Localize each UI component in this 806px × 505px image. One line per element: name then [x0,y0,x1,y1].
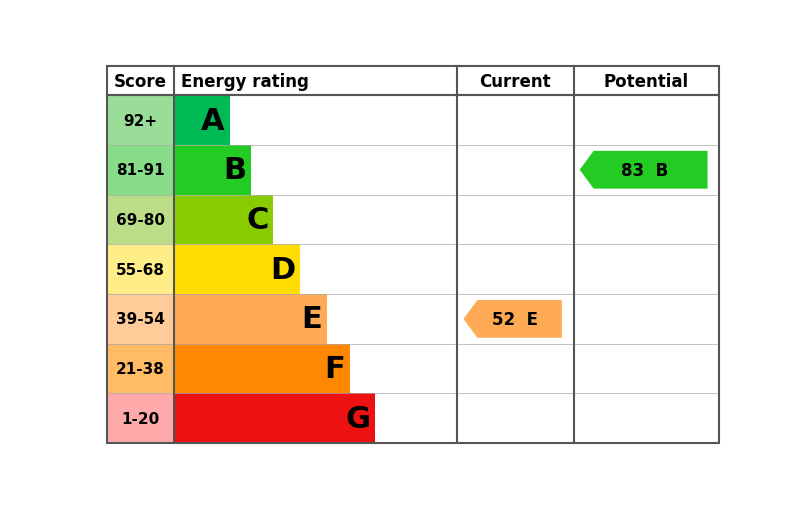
Bar [107,294,174,344]
Text: 21-38: 21-38 [116,362,165,376]
Text: 69-80: 69-80 [116,213,165,227]
Polygon shape [463,300,562,338]
Text: 55-68: 55-68 [116,262,165,277]
Text: D: D [270,255,296,284]
Text: A: A [202,106,225,135]
Bar [174,195,273,245]
Text: 81-91: 81-91 [116,163,165,178]
Bar [174,245,301,294]
Text: C: C [247,206,268,234]
Bar [107,195,174,245]
Text: 83  B: 83 B [621,162,668,179]
Text: 92+: 92+ [123,113,158,128]
Bar [107,245,174,294]
Polygon shape [580,152,708,189]
Bar [174,96,230,145]
Bar [107,394,174,443]
Text: 1-20: 1-20 [122,411,160,426]
Bar [174,145,251,195]
Bar [107,145,174,195]
Text: B: B [223,156,246,185]
Bar [174,294,327,344]
Text: Energy rating: Energy rating [181,72,309,90]
Text: G: G [346,404,371,433]
Text: Score: Score [114,72,167,90]
Bar [174,394,376,443]
Text: F: F [324,355,345,383]
Text: E: E [301,305,322,334]
Text: Potential: Potential [604,72,689,90]
Text: 52  E: 52 E [492,310,538,328]
Bar [107,344,174,394]
Bar [107,67,719,96]
Bar [174,344,350,394]
Text: Current: Current [480,72,551,90]
Text: 39-54: 39-54 [116,312,165,327]
Bar [107,96,174,145]
